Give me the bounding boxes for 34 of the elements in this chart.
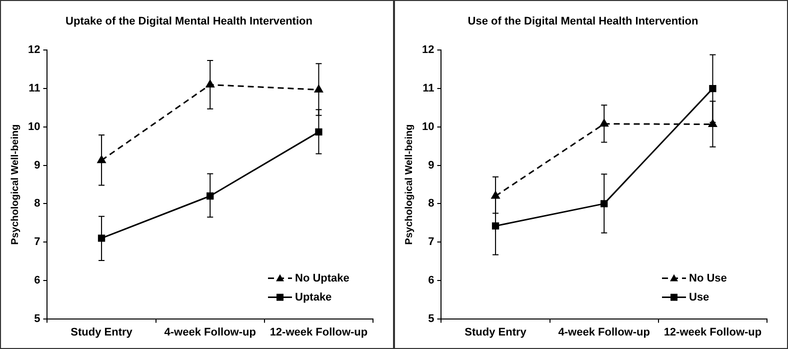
y-tick-label: 5 bbox=[34, 312, 40, 325]
point bbox=[98, 234, 106, 242]
y-tick-label: 9 bbox=[428, 159, 434, 172]
y-tick-label: 12 bbox=[422, 44, 434, 56]
y-tick-label: 11 bbox=[28, 82, 40, 95]
y-tick-label: 6 bbox=[34, 274, 40, 286]
y-tick-label: 5 bbox=[428, 312, 434, 325]
y-tick-label: 7 bbox=[428, 236, 434, 248]
y-axis-title: Psychological Well-being bbox=[404, 124, 415, 245]
y-tick-label: 11 bbox=[422, 82, 434, 95]
point bbox=[315, 128, 322, 136]
legend-label: No Use bbox=[689, 272, 727, 284]
y-tick-label: 8 bbox=[34, 198, 40, 210]
y-tick-label: 10 bbox=[28, 120, 40, 133]
legend-label: Uptake bbox=[295, 291, 332, 304]
y-tick-label: 9 bbox=[34, 159, 40, 172]
point bbox=[709, 84, 716, 92]
point bbox=[600, 200, 608, 208]
legend-label: No Uptake bbox=[295, 272, 350, 284]
y-axis-title: Psychological Well-being bbox=[10, 124, 21, 245]
x-tick-label: 12-week Follow-up bbox=[270, 326, 368, 338]
y-tick-label: 8 bbox=[428, 198, 434, 210]
chart-title: Uptake of the Digital Mental Health Intervention bbox=[66, 16, 313, 28]
y-tick-label: 10 bbox=[422, 120, 434, 133]
legend-label: Use bbox=[689, 291, 710, 304]
y-tick-label: 7 bbox=[34, 236, 40, 248]
y-tick-label: 12 bbox=[28, 44, 40, 56]
x-tick-label: 4-week Follow-up bbox=[164, 326, 256, 338]
x-tick-label: 4-week Follow-up bbox=[558, 326, 650, 338]
x-tick-label: Study Entry bbox=[70, 326, 134, 338]
x-tick-label: 12-week Follow-up bbox=[664, 326, 762, 338]
y-tick-label: 6 bbox=[428, 274, 434, 286]
x-tick-label: Study Entry bbox=[464, 326, 528, 338]
chart-title: Use of the Digital Mental Health Intervention bbox=[468, 16, 698, 28]
